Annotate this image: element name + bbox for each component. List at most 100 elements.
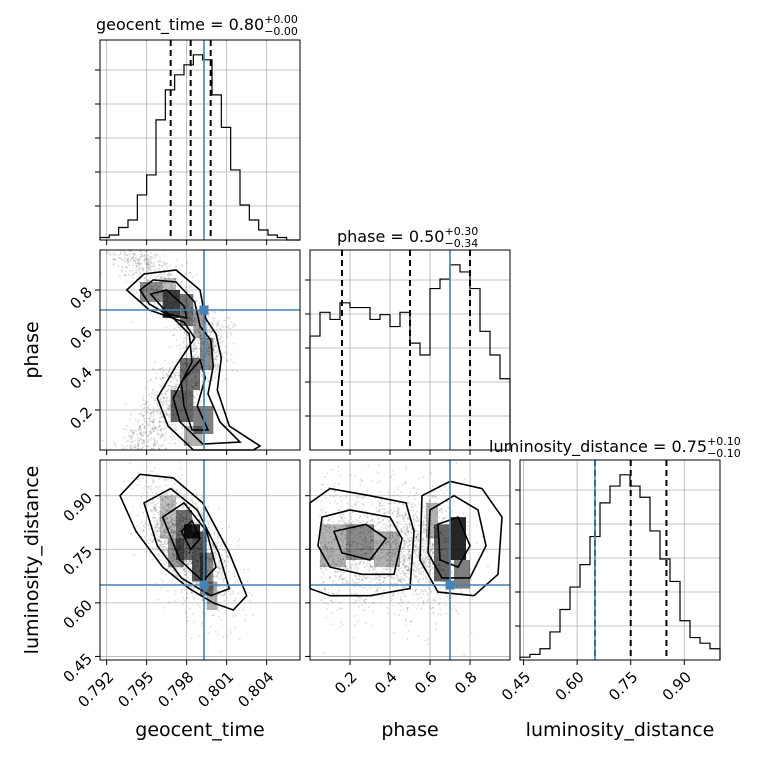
sample-point — [181, 426, 184, 429]
sample-point — [158, 485, 161, 488]
sample-point — [143, 431, 146, 434]
sample-point — [181, 280, 184, 283]
sample-point — [152, 420, 154, 422]
sample-point — [195, 338, 198, 341]
sample-point — [207, 546, 210, 548]
sample-point — [403, 564, 406, 567]
sample-point — [434, 628, 437, 630]
sample-point — [424, 577, 427, 579]
sample-point — [179, 281, 181, 284]
sample-point — [388, 520, 391, 522]
sample-point — [171, 580, 174, 583]
sample-point — [226, 360, 229, 362]
sample-point — [166, 389, 169, 392]
sample-point — [148, 287, 151, 290]
sample-point — [156, 412, 159, 415]
sample-point — [147, 435, 150, 438]
sample-point — [122, 258, 125, 261]
sample-point — [218, 507, 220, 510]
sample-point — [144, 287, 147, 289]
sample-point — [157, 293, 160, 296]
sample-point — [149, 412, 152, 415]
sample-point — [152, 410, 155, 413]
sample-point — [377, 529, 380, 532]
sample-point — [212, 614, 215, 617]
sample-point — [418, 477, 421, 480]
sample-point — [149, 258, 151, 261]
sample-point — [196, 603, 199, 606]
sample-point — [163, 540, 166, 543]
sample-point — [138, 438, 141, 441]
sample-point — [139, 425, 142, 428]
sample-point — [165, 543, 168, 546]
sample-point — [118, 254, 121, 256]
sample-point — [325, 568, 328, 571]
sample-point — [136, 264, 139, 267]
sample-point — [384, 524, 387, 527]
sample-point — [161, 265, 164, 267]
sample-point — [207, 372, 210, 375]
sample-point — [161, 571, 164, 574]
sample-point — [398, 495, 401, 498]
sample-point — [182, 341, 185, 344]
sample-point — [200, 336, 203, 339]
sample-point — [161, 393, 164, 396]
sample-point — [166, 266, 169, 269]
sample-point — [226, 332, 229, 335]
sample-point — [124, 251, 127, 254]
sample-point — [379, 480, 382, 483]
sample-point — [131, 257, 133, 260]
sample-point — [214, 343, 217, 346]
sample-point — [129, 253, 132, 256]
sample-point — [392, 494, 395, 497]
sample-point — [143, 259, 146, 262]
sample-point — [149, 312, 152, 314]
sample-point — [175, 324, 178, 327]
sample-point — [161, 434, 164, 437]
sample-point — [208, 331, 211, 333]
sample-point — [149, 276, 152, 279]
sample-point — [169, 380, 172, 383]
sample-point — [164, 484, 167, 487]
sample-point — [156, 429, 159, 431]
sample-point — [377, 518, 380, 520]
sample-point — [192, 344, 195, 347]
sample-point — [153, 284, 156, 287]
sample-point — [141, 268, 144, 271]
sample-point — [419, 578, 421, 580]
sample-point — [420, 554, 423, 557]
sample-point — [210, 331, 213, 334]
sample-point — [161, 264, 164, 267]
sample-point — [146, 250, 149, 253]
sample-point — [427, 598, 430, 601]
sample-point — [132, 433, 135, 436]
sample-point — [152, 442, 155, 445]
sample-point — [215, 351, 218, 354]
sample-point — [321, 507, 324, 510]
sample-point — [131, 444, 134, 447]
sample-point — [322, 573, 325, 575]
sample-point — [400, 599, 403, 601]
sample-point — [153, 411, 156, 414]
sample-point — [373, 602, 376, 605]
sample-point — [129, 418, 131, 421]
sample-point — [131, 441, 134, 444]
sample-point — [208, 314, 210, 317]
sample-point — [167, 388, 170, 391]
sample-point — [139, 271, 142, 273]
sample-point — [159, 384, 161, 387]
sample-point — [163, 282, 166, 285]
sample-point — [161, 400, 164, 403]
sample-point — [214, 366, 217, 368]
sample-point — [131, 321, 133, 324]
sample-point — [400, 550, 402, 553]
sample-point — [197, 594, 199, 597]
sample-point — [221, 558, 224, 560]
sample-point — [193, 315, 196, 318]
sample-point — [162, 273, 165, 276]
sample-point — [195, 354, 197, 356]
sample-point — [132, 505, 135, 508]
sample-point — [135, 258, 138, 261]
sample-point — [320, 500, 323, 502]
sample-point — [118, 275, 121, 278]
